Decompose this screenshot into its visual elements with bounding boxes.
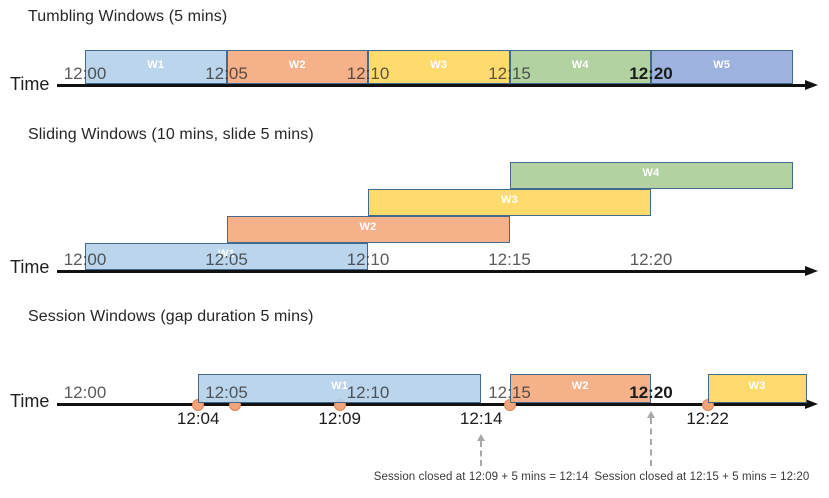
time-axis-arrow-icon: [805, 265, 818, 276]
window-label: W4: [571, 58, 589, 71]
session-close-annotation: Session closed at 12:09 + 5 mins = 12:14: [373, 471, 589, 483]
event-time-label: 12:22: [686, 409, 729, 428]
axis-tick-label: 12:00: [63, 250, 107, 269]
window-label: W3: [430, 58, 448, 71]
time-axis-arrow-icon: [805, 398, 818, 409]
axis-tick-label: 12:20: [629, 383, 673, 402]
window-label: W4: [642, 167, 660, 179]
session-window-w2: W2: [509, 374, 651, 403]
window-label: W2: [288, 58, 306, 71]
event-time-label: 12:09: [318, 409, 361, 428]
sliding-section-title: Sliding Windows (10 mins, slide 5 mins): [28, 126, 314, 143]
sliding-window-w3: W3: [368, 189, 651, 216]
axis-tick-label: 12:20: [629, 64, 673, 83]
window-label: W2: [359, 221, 377, 233]
axis-tick-label: 12:00: [63, 383, 107, 402]
window-label: W1: [217, 248, 236, 260]
time-axis-label-tumbling: Time: [10, 74, 50, 94]
window-label: W3: [500, 194, 519, 206]
session-close-annotation: Session closed at 12:15 + 5 mins = 12:20: [594, 471, 810, 483]
axis-tick-label: 12:10: [346, 383, 390, 402]
sliding-window-w1: W1: [85, 243, 368, 270]
dashed-up-arrow-icon: [647, 411, 655, 418]
tumbling-window-w3: W3: [368, 50, 510, 84]
axis-tick-label: 12:10: [346, 64, 390, 83]
axis-tick-label: 12:05: [205, 383, 248, 402]
axis-tick-label: 12:05: [205, 64, 248, 83]
window-label: W5: [713, 58, 731, 71]
tumbling-window-w2: W2: [226, 50, 368, 84]
tumbling-section-title: Tumbling Windows (5 mins): [28, 8, 228, 25]
dashed-up-arrow-icon: [477, 434, 486, 441]
session-window-w3: W3: [707, 374, 807, 403]
sliding-window-w2: W2: [226, 216, 510, 243]
axis-tick-label: 12:05: [205, 250, 248, 269]
axis-tick-label: 12:10: [346, 250, 390, 269]
time-axis-sliding: [57, 270, 806, 273]
time-axis-label-session: Time: [10, 391, 50, 411]
time-axis-label-sliding: Time: [10, 257, 50, 277]
window-label: W2: [571, 380, 589, 392]
axis-tick-label: 12:20: [629, 250, 673, 269]
dashed-arrow-line: [650, 418, 652, 466]
axis-tick-label: 12:00: [63, 64, 107, 83]
window-label: W3: [748, 380, 766, 392]
window-label: W1: [331, 380, 349, 392]
time-axis-session: [57, 403, 806, 406]
tumbling-window-w5: W5: [651, 50, 793, 84]
axis-tick-label: 12:15: [488, 383, 531, 402]
session-window-w1: W1: [198, 374, 482, 403]
tumbling-window-w1: W1: [85, 50, 227, 84]
axis-tick-label: 12:15: [488, 64, 531, 83]
window-label: W1: [147, 58, 165, 71]
session-section-title: Session Windows (gap duration 5 mins): [28, 308, 314, 325]
time-axis-tumbling: [57, 84, 806, 87]
tumbling-window-w4: W4: [509, 50, 651, 84]
event-time-label: 12:14: [459, 409, 503, 428]
sliding-window-w4: W4: [509, 162, 793, 189]
dashed-arrow-line: [480, 441, 483, 466]
time-axis-arrow-icon: [805, 79, 818, 90]
axis-tick-label: 12:15: [488, 250, 531, 269]
event-time-label: 12:04: [176, 409, 220, 428]
